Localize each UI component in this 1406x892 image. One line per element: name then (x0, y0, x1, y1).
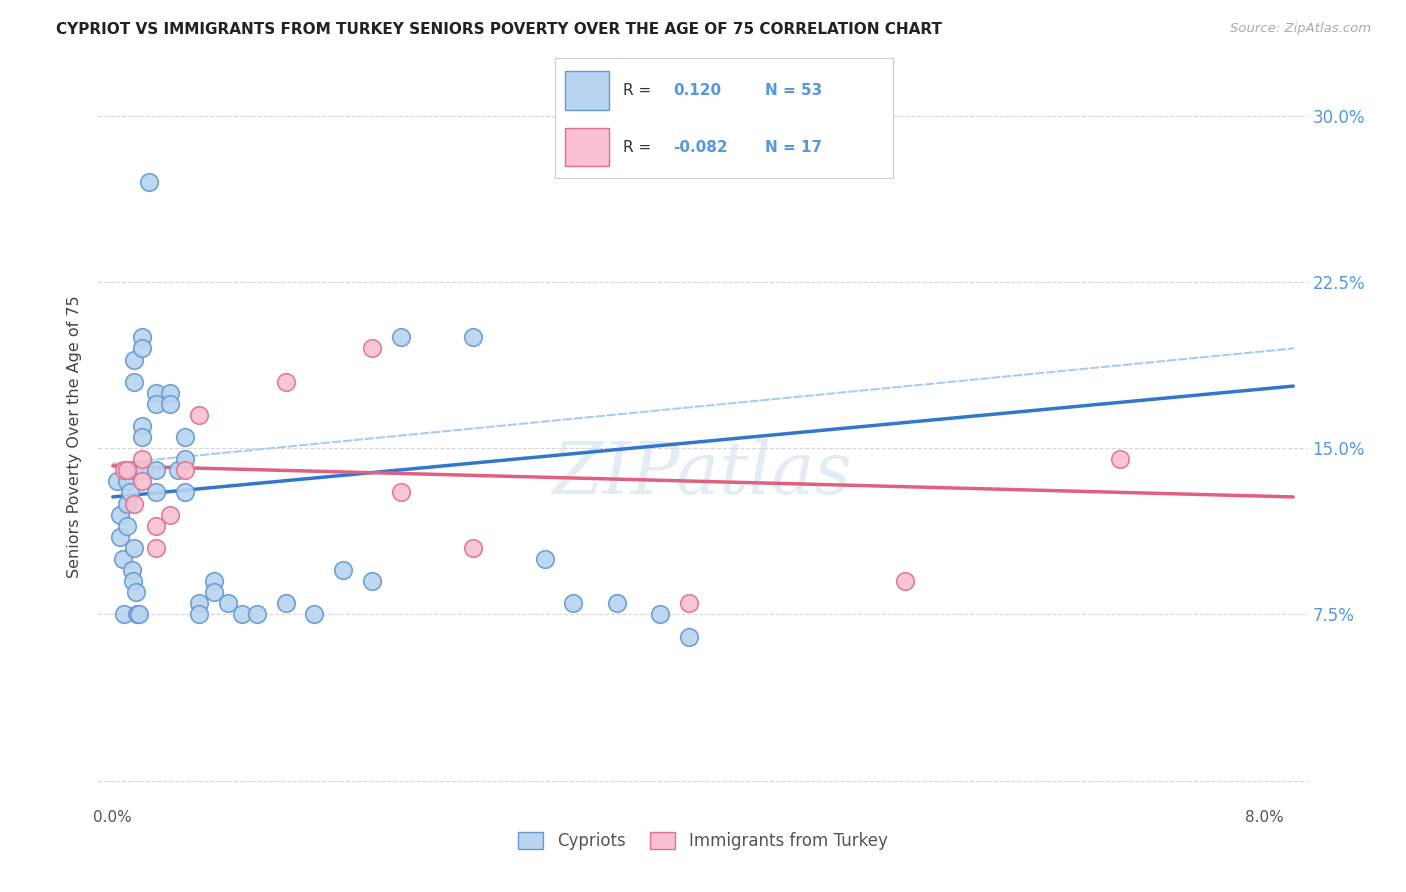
Point (131, 430, 153, 444)
Point (134, 463, 156, 477)
Point (1109, 452, 1132, 467)
FancyBboxPatch shape (565, 71, 609, 110)
Y-axis label: Seniors Poverty Over the Age of 75: Seniors Poverty Over the Age of 75 (67, 296, 83, 578)
Point (648, 607, 671, 622)
Point (231, 607, 253, 622)
FancyBboxPatch shape (565, 128, 609, 166)
Point (120, 485, 142, 500)
Point (145, 541, 167, 555)
Point (105, 475, 128, 489)
Point (246, 607, 269, 622)
Point (159, 385, 181, 400)
Point (166, 463, 188, 477)
Point (274, 375, 297, 389)
Point (304, 607, 326, 622)
Point (112, 607, 135, 622)
Point (131, 342, 153, 356)
Point (108, 508, 131, 522)
Point (125, 585, 148, 599)
Text: ZIPatlas: ZIPatlas (553, 438, 853, 509)
Point (361, 574, 384, 589)
Text: Source: ZipAtlas.com: Source: ZipAtlas.com (1230, 22, 1371, 36)
Point (121, 563, 143, 577)
Point (138, 175, 160, 189)
Point (173, 430, 195, 444)
Point (678, 596, 700, 610)
Text: 0.120: 0.120 (673, 83, 721, 98)
Point (188, 596, 211, 610)
Point (389, 485, 412, 500)
Point (562, 596, 585, 610)
Legend: Cypriots, Immigrants from Turkey: Cypriots, Immigrants from Turkey (512, 825, 894, 856)
Point (361, 342, 384, 356)
Text: N = 17: N = 17 (765, 139, 821, 154)
Point (145, 485, 167, 500)
Point (131, 452, 153, 467)
Point (124, 352, 146, 367)
Point (131, 475, 153, 489)
Point (124, 497, 146, 511)
Text: N = 53: N = 53 (765, 83, 823, 98)
Point (115, 475, 138, 489)
Point (127, 607, 149, 622)
Point (145, 385, 167, 400)
Point (145, 463, 167, 477)
Point (188, 607, 211, 622)
Point (461, 330, 484, 344)
Point (122, 574, 145, 589)
Point (128, 607, 150, 622)
Point (124, 463, 146, 477)
Point (115, 518, 138, 533)
Point (173, 485, 195, 500)
Point (202, 574, 225, 589)
Point (115, 463, 138, 477)
Point (159, 508, 181, 522)
Point (332, 563, 354, 577)
Point (606, 596, 628, 610)
Point (274, 596, 297, 610)
Point (173, 452, 195, 467)
Point (115, 463, 138, 477)
Text: -0.082: -0.082 (673, 139, 728, 154)
Point (124, 375, 146, 389)
Point (159, 397, 181, 411)
Point (461, 541, 484, 555)
Point (108, 530, 131, 544)
Point (145, 518, 167, 533)
Point (145, 397, 167, 411)
Text: R =: R = (623, 139, 651, 154)
Text: CYPRIOT VS IMMIGRANTS FROM TURKEY SENIORS POVERTY OVER THE AGE OF 75 CORRELATION: CYPRIOT VS IMMIGRANTS FROM TURKEY SENIOR… (56, 22, 942, 37)
Point (131, 419, 153, 434)
Point (124, 541, 146, 555)
Point (678, 630, 700, 644)
Text: R =: R = (623, 83, 651, 98)
Point (131, 330, 153, 344)
Point (202, 585, 225, 599)
Point (893, 574, 915, 589)
Point (112, 463, 135, 477)
Point (188, 408, 211, 422)
Point (389, 330, 412, 344)
Point (217, 596, 239, 610)
Point (533, 552, 555, 566)
Point (115, 497, 138, 511)
Point (111, 552, 134, 566)
Point (173, 463, 195, 477)
